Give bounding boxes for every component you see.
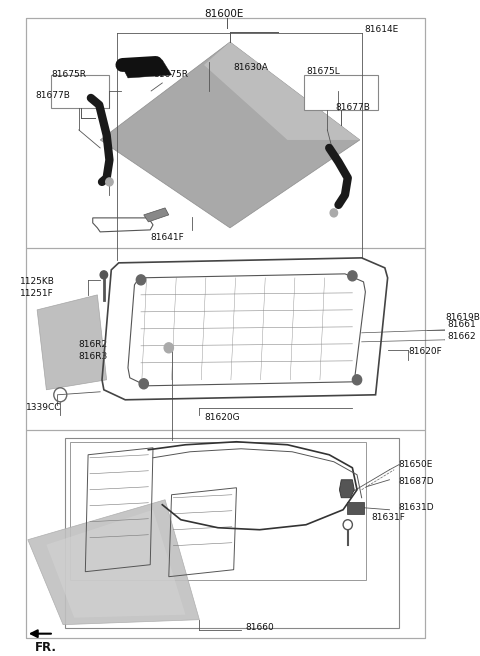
Text: 81631F: 81631F [371, 513, 405, 522]
Polygon shape [304, 75, 378, 110]
Text: 81620G: 81620G [204, 413, 240, 422]
Text: 816R2: 816R2 [79, 340, 108, 350]
Text: 81677B: 81677B [336, 104, 371, 112]
Circle shape [330, 209, 337, 217]
Circle shape [348, 271, 357, 281]
Polygon shape [47, 510, 185, 618]
Polygon shape [51, 75, 109, 108]
Text: 81630A: 81630A [234, 64, 269, 72]
Polygon shape [119, 60, 171, 78]
Text: 816R3: 816R3 [79, 352, 108, 361]
Text: 81641F: 81641F [150, 234, 184, 242]
Text: 81600E: 81600E [205, 9, 244, 19]
Text: 81662: 81662 [447, 333, 476, 341]
Text: FR.: FR. [35, 641, 57, 654]
Text: 81677B: 81677B [35, 91, 70, 100]
Text: 81650E: 81650E [399, 461, 433, 469]
Circle shape [352, 375, 361, 385]
Text: 81675L: 81675L [306, 68, 340, 77]
Text: 81660: 81660 [246, 623, 275, 632]
Circle shape [164, 343, 173, 353]
Text: 1339CC: 1339CC [26, 403, 61, 412]
Text: 1125KB: 1125KB [21, 277, 55, 287]
Circle shape [136, 275, 145, 285]
Text: 81687D: 81687D [399, 478, 434, 486]
Text: 81631D: 81631D [399, 503, 434, 512]
Text: 81614E: 81614E [364, 26, 399, 35]
Polygon shape [28, 500, 199, 625]
Polygon shape [37, 295, 107, 390]
Text: 81619B: 81619B [445, 314, 480, 322]
Text: 11251F: 11251F [21, 289, 54, 298]
Polygon shape [100, 42, 360, 228]
Circle shape [106, 178, 113, 186]
Circle shape [139, 379, 148, 389]
Text: 81620F: 81620F [408, 347, 442, 356]
Polygon shape [144, 208, 169, 222]
Polygon shape [204, 42, 360, 140]
Text: 81661: 81661 [447, 320, 476, 329]
Circle shape [100, 271, 108, 279]
Polygon shape [347, 502, 363, 514]
Text: 81675R: 81675R [51, 70, 86, 79]
Polygon shape [339, 480, 354, 498]
Text: 81675R: 81675R [153, 70, 188, 79]
